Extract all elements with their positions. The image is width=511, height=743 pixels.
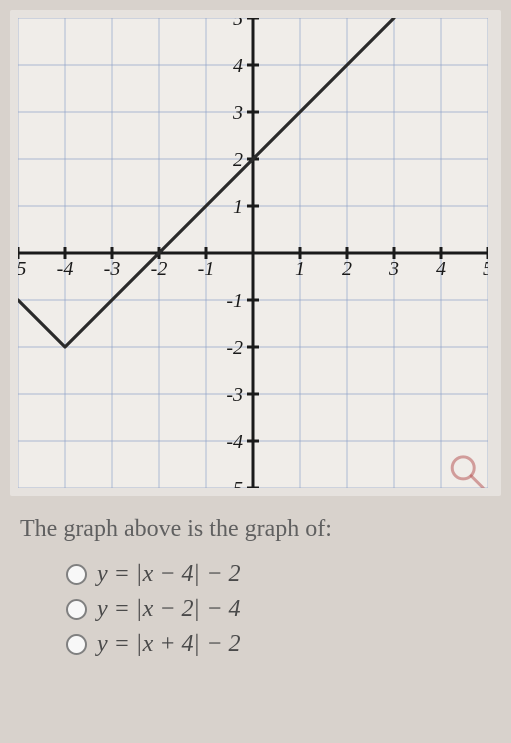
svg-text:-2: -2: [226, 337, 243, 359]
svg-text:-1: -1: [198, 258, 215, 280]
svg-text:5: 5: [483, 258, 488, 280]
answer-options: y = |x − 4| − 2 y = |x − 2| − 4 y = |x + 4…: [20, 561, 491, 658]
svg-text:-3: -3: [226, 384, 243, 406]
svg-text:2: 2: [342, 258, 352, 280]
svg-text:-3: -3: [104, 258, 121, 280]
question-block: The graph above is the graph of: y = |x …: [10, 496, 501, 676]
svg-text:1: 1: [295, 258, 305, 280]
equation-text: y = |x − 2| − 4: [97, 596, 241, 623]
answer-option-2[interactable]: y = |x + 4| − 2: [66, 631, 491, 658]
answer-option-0[interactable]: y = |x − 4| − 2: [66, 561, 491, 588]
svg-text:-5: -5: [226, 478, 243, 488]
svg-text:2: 2: [233, 149, 243, 171]
chart-container: -5 -4 -3 -2 -1 1 2 3 4 5 5 4 3 2 1 -1 -2 -3 -4 -5: [10, 10, 501, 496]
question-prompt: The graph above is the graph of:: [20, 516, 491, 543]
radio-icon[interactable]: [66, 599, 87, 620]
svg-text:-5: -5: [18, 258, 26, 280]
equation-text: y = |x − 4| − 2: [97, 561, 241, 588]
svg-text:-1: -1: [226, 290, 243, 312]
svg-text:-2: -2: [151, 258, 168, 280]
absolute-value-graph: -5 -4 -3 -2 -1 1 2 3 4 5 5 4 3 2 1 -1 -2 -3 -4 -5: [18, 18, 488, 488]
svg-text:4: 4: [436, 258, 446, 280]
svg-text:5: 5: [233, 18, 243, 30]
svg-text:3: 3: [232, 102, 243, 124]
svg-text:-4: -4: [57, 258, 74, 280]
svg-text:-4: -4: [226, 431, 243, 453]
svg-text:1: 1: [233, 196, 243, 218]
svg-text:3: 3: [388, 258, 399, 280]
radio-icon[interactable]: [66, 564, 87, 585]
equation-text: y = |x + 4| − 2: [97, 631, 241, 658]
svg-text:4: 4: [233, 55, 243, 77]
answer-option-1[interactable]: y = |x − 2| − 4: [66, 596, 491, 623]
radio-icon[interactable]: [66, 634, 87, 655]
